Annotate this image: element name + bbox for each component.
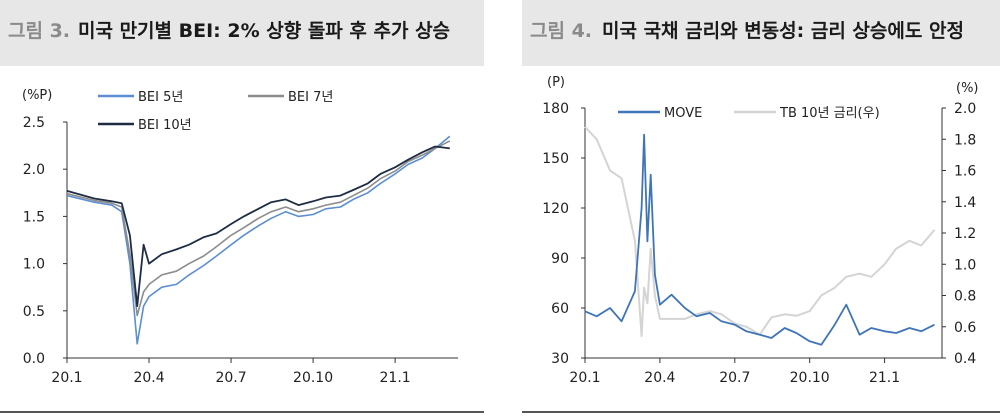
x-tick-label: 20.1	[51, 370, 82, 386]
figure-3-panel: 그림 3. 미국 만기별 BEI: 2% 상향 돌파 후 추가 상승 (%P) 0…	[0, 0, 484, 417]
left-axis-unit: (P)	[547, 75, 565, 90]
left-tick-label: 60	[551, 301, 569, 317]
figure-3-label: 그림 3.	[8, 20, 71, 42]
right-tick-label: 1.0	[954, 257, 976, 273]
figure-3-bottom-rule	[0, 411, 484, 413]
series-line-3	[66, 145, 450, 308]
x-tick-label: 20.7	[215, 370, 246, 386]
right-axis-unit: (%)	[956, 81, 979, 96]
figure-3-title: 미국 만기별 BEI: 2% 상향 돌파 후 추가 상승	[78, 20, 451, 42]
legend-label-2: BEI 7년	[288, 90, 333, 105]
x-tick-label: 20.4	[133, 370, 164, 386]
figure-4-bottom-rule	[522, 411, 1000, 413]
x-tick-label: 20.10	[293, 370, 333, 386]
x-tick-label: 20.7	[719, 370, 750, 386]
left-tick-label: 30	[551, 351, 569, 367]
left-tick-label: 150	[542, 151, 569, 167]
right-tick-label: 0.8	[954, 289, 976, 305]
y-tick-label: 0.5	[23, 304, 45, 320]
legend-label-3: BEI 10년	[138, 118, 192, 133]
x-tick-label: 20.1	[569, 370, 600, 386]
series-line-2	[66, 140, 451, 317]
legend-label-1: BEI 5년	[138, 90, 183, 105]
right-tick-label: 1.6	[954, 164, 976, 180]
figure-3-title-bar: 그림 3. 미국 만기별 BEI: 2% 상향 돌파 후 추가 상승	[0, 0, 484, 66]
right-tick-label: 0.4	[954, 351, 976, 367]
figure-4-title: 미국 국채 금리와 변동성: 금리 상승에도 안정	[602, 20, 964, 42]
figure-4-label: 그림 4.	[530, 20, 593, 42]
right-tick-label: 0.6	[954, 320, 976, 336]
series-line-1	[66, 135, 451, 345]
left-tick-label: 90	[551, 251, 569, 267]
x-tick-label: 20.10	[790, 370, 830, 386]
y-tick-label: 1.5	[23, 209, 45, 225]
right-tick-label: 1.8	[954, 132, 976, 148]
left-tick-label: 180	[542, 101, 569, 117]
left-tick-label: 120	[542, 201, 569, 217]
y-tick-label: 1.0	[23, 257, 45, 273]
legend-label-tb10: TB 10년 금리(우)	[779, 106, 880, 121]
y-tick-label: 2.0	[23, 162, 45, 178]
y-axis-unit: (%P)	[22, 88, 52, 103]
x-tick-label: 21.1	[380, 370, 411, 386]
series-line-move	[584, 133, 935, 346]
series-line-tb10	[584, 126, 936, 338]
x-tick-label: 20.4	[644, 370, 675, 386]
legend-label-move: MOVE	[664, 106, 702, 121]
bei-chart: (%P) 0.0 0.5 1.0 1.5 2.0 2.5 20.1 20.4 20.7 20.10 2…	[22, 88, 458, 386]
right-tick-label: 1.2	[954, 226, 976, 242]
x-tick-label: 21.1	[869, 370, 900, 386]
right-tick-label: 2.0	[954, 101, 976, 117]
move-tb-chart: (P) (%) 30 60 90 120 150 180 0.4 0.6 0.8 1.0 1.2 1.4 1…	[542, 75, 979, 386]
right-tick-label: 1.4	[954, 195, 976, 211]
y-tick-label: 0.0	[23, 351, 45, 367]
y-tick-label: 2.5	[23, 115, 45, 131]
figure-4-title-bar: 그림 4. 미국 국채 금리와 변동성: 금리 상승에도 안정	[522, 0, 1000, 66]
figure-4-panel: 그림 4. 미국 국채 금리와 변동성: 금리 상승에도 안정 (P) (%) 30…	[522, 0, 1000, 417]
